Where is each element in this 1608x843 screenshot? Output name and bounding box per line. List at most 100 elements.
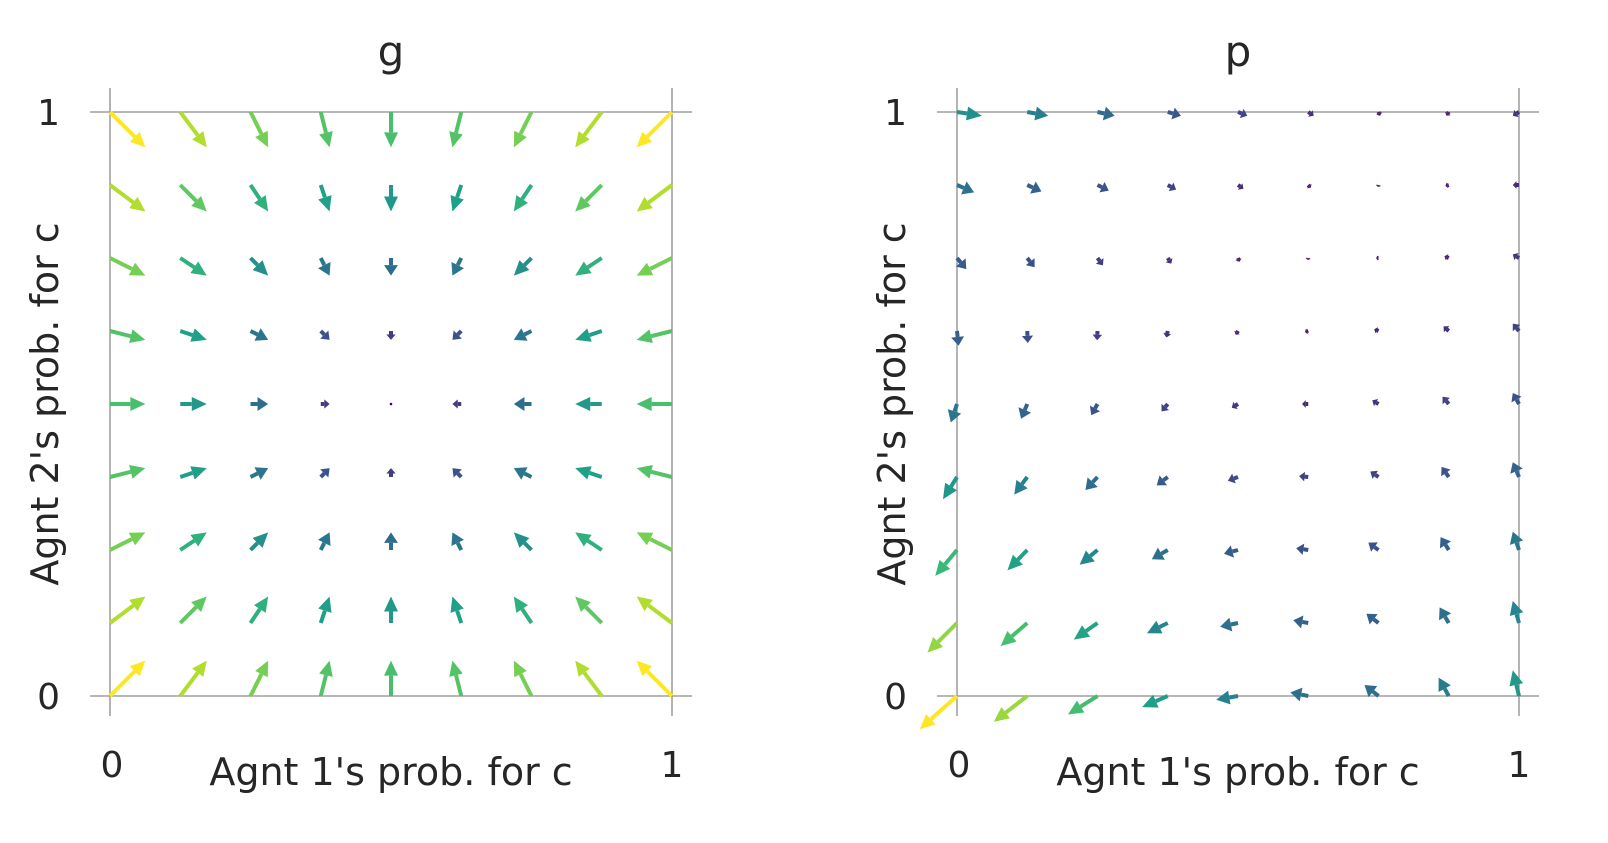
quiver-arrow [575, 397, 602, 411]
quiver-arrow [955, 256, 967, 270]
quiver-arrow [1073, 621, 1099, 640]
quiver-arrow [1366, 613, 1380, 625]
quiver-arrow [636, 329, 673, 343]
quiver-arrow [108, 660, 146, 698]
quiver-arrow [389, 402, 393, 406]
quiver-arrow [1372, 398, 1380, 407]
quiver-arrow [318, 532, 331, 551]
quiver-arrow [575, 532, 603, 552]
quiver-arrow [179, 256, 207, 276]
quiver-arrow [1236, 183, 1244, 190]
quiver-arrow [1092, 330, 1103, 341]
quiver-arrow [1376, 255, 1379, 261]
quiver-arrow [636, 256, 673, 276]
quiver-arrow [1304, 328, 1309, 335]
quiver-arrow [1018, 403, 1032, 419]
y-axis-label: Agnt 2's prob. for c [23, 222, 67, 585]
quiver-arrow [1438, 677, 1451, 697]
quiver-arrow [1444, 254, 1450, 261]
quiver-arrow [956, 106, 982, 121]
quiver-arrow [1302, 400, 1309, 408]
quiver-arrow [993, 694, 1029, 722]
quiver-arrow [178, 596, 207, 625]
quiver-arrow [318, 184, 332, 212]
quiver-arrow [575, 596, 604, 625]
x-tick-label: 1 [1508, 745, 1531, 786]
quiver-arrow [1089, 403, 1101, 416]
quiver-arrow [951, 330, 965, 346]
quiver-arrow [575, 183, 604, 212]
quiver-arrow [249, 532, 269, 552]
quiver-arrow [1374, 327, 1380, 334]
quiver-arrow [513, 328, 533, 341]
quiver-arrow [1026, 181, 1042, 194]
quiver-arrow [575, 256, 603, 276]
quiver-arrow [179, 532, 207, 552]
quiver-arrow [636, 596, 674, 625]
quiver-arrow [386, 331, 396, 340]
quiver-arrow [249, 256, 269, 276]
quiver-arrow [513, 256, 533, 276]
quiver-arrow [450, 596, 464, 624]
quiver-arrow [1370, 470, 1380, 479]
quiver-arrow [1097, 106, 1115, 121]
quiver-arrow [1375, 184, 1381, 187]
quiver-arrow [250, 397, 269, 411]
quiver-arrow [1234, 329, 1240, 335]
quiver-arrow [1445, 182, 1450, 189]
x-axis-label: Agnt 1's prob. for c [209, 750, 572, 794]
quiver-arrow [1368, 542, 1380, 552]
quiver-arrow [318, 257, 331, 276]
quiver-arrow [452, 329, 463, 340]
quiver-arrow [109, 329, 146, 343]
quiver-arrow [108, 183, 146, 212]
quiver-arrow [513, 467, 533, 480]
x-tick-label: 0 [948, 745, 971, 786]
quiver-arrow [1095, 256, 1104, 266]
quiver-arrow [1511, 392, 1522, 405]
quiver-arrow [319, 329, 330, 340]
quiver-arrow [513, 397, 532, 411]
quiver-arrow [108, 110, 146, 148]
quiver-arrow [1220, 617, 1239, 632]
quiver-arrow [318, 660, 333, 697]
quiver-arrow [450, 184, 464, 212]
quiver-arrow [1021, 330, 1034, 344]
quiver-arrow [1296, 543, 1309, 555]
x-tick-label: 0 [101, 745, 124, 786]
quiver-arrow [249, 467, 269, 480]
quiver-arrow [179, 466, 207, 480]
quiver-arrow [1161, 402, 1170, 412]
quiver-arrow [575, 660, 604, 698]
quiver-arrow [575, 466, 603, 480]
y-tick-label: 0 [37, 677, 60, 718]
quiver-arrow [1299, 471, 1309, 482]
quiver-arrow [1512, 109, 1521, 118]
quiver-arrow [452, 468, 463, 479]
quiver-arrow [384, 258, 398, 276]
quiver-arrow [1000, 621, 1029, 647]
quiver-arrow [513, 532, 533, 552]
quiver-arrow [1439, 607, 1452, 625]
quiver-arrow [935, 548, 959, 576]
quiver-arrow [179, 328, 207, 342]
quiver-arrow [1085, 475, 1099, 490]
quiver-arrow [1442, 396, 1451, 406]
quiver-arrow [636, 532, 673, 552]
quiver-arrow [320, 399, 330, 409]
quiver-arrow [384, 112, 398, 148]
quiver-arrow [384, 596, 398, 623]
quiver-arrow [1227, 473, 1239, 484]
quiver-arrow [1151, 547, 1169, 560]
y-tick-label: 1 [37, 93, 60, 134]
quiver-arrow [249, 328, 269, 341]
quiver-arrow [1509, 600, 1524, 624]
quiver-arrow [956, 181, 975, 195]
panel-g: g 0 1 0 1 Agnt 1's prob. for c Agnt 2's prob. … [23, 27, 692, 794]
quiver-arrow [1307, 110, 1314, 117]
quiver-arrow [108, 596, 146, 625]
quiver-arrow [513, 660, 534, 697]
quiver-arrow [1142, 694, 1169, 708]
quiver-arrow [1510, 462, 1523, 478]
